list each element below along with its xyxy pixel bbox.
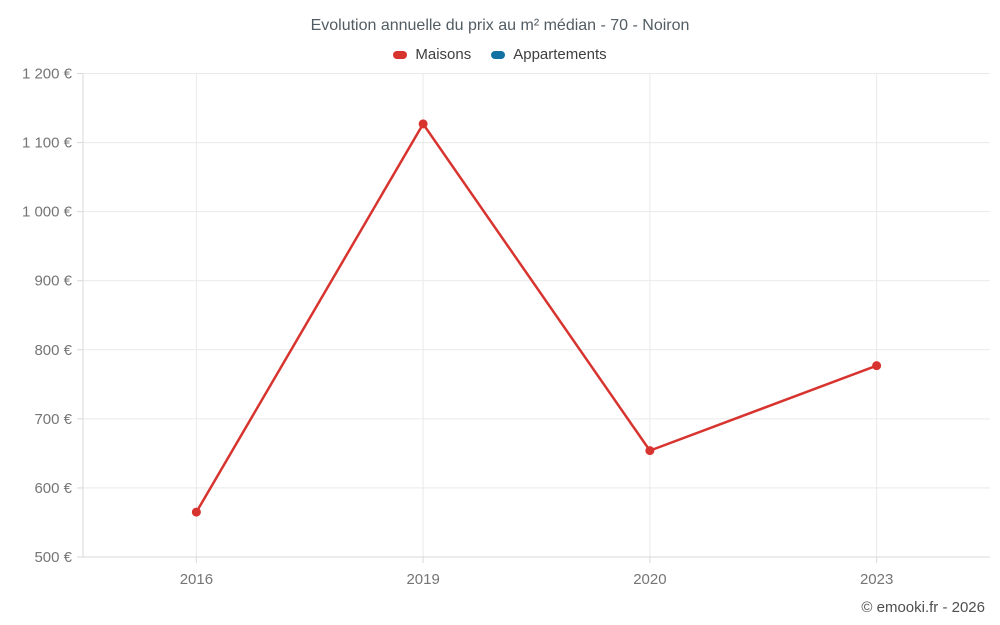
- legend-item-maisons[interactable]: Maisons: [393, 46, 471, 63]
- data-point[interactable]: [191, 507, 201, 517]
- y-axis-label: 1 100 €: [22, 135, 73, 152]
- y-axis-label: 1 200 €: [22, 66, 73, 83]
- x-axis-label: 2016: [180, 571, 213, 588]
- y-axis-label: 1 000 €: [22, 204, 73, 221]
- legend-item-appartements[interactable]: Appartements: [491, 46, 607, 63]
- y-axis-label: 500 €: [34, 549, 72, 566]
- y-axis-label: 800 €: [34, 342, 72, 359]
- copyright-credit: © emooki.fr - 2026: [861, 599, 985, 616]
- x-axis-label: 2020: [633, 571, 666, 588]
- legend-label-maisons: Maisons: [415, 46, 472, 63]
- x-axis-label: 2019: [406, 571, 439, 588]
- y-axis-label: 900 €: [34, 273, 72, 290]
- y-axis-label: 700 €: [34, 411, 72, 428]
- chart-title: Evolution annuelle du prix au m² médian …: [310, 17, 690, 34]
- x-axis-label: 2023: [860, 571, 893, 588]
- legend: Maisons Appartements: [0, 46, 1000, 63]
- data-point[interactable]: [645, 446, 655, 456]
- legend-label-appartements: Appartements: [513, 46, 607, 63]
- y-axis-label: 600 €: [34, 480, 72, 497]
- appartements-series-swatch-icon: [491, 50, 506, 59]
- data-point[interactable]: [872, 361, 882, 371]
- maisons-series-swatch-icon: [393, 50, 408, 59]
- data-point[interactable]: [418, 119, 428, 129]
- series-line-maisons: [195, 122, 878, 514]
